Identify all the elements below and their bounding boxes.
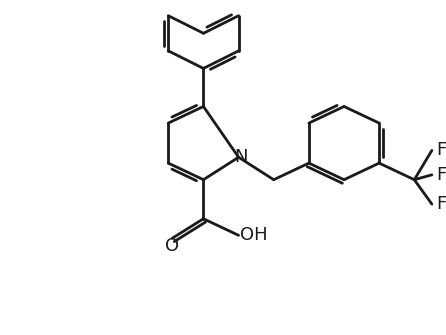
Text: F: F <box>437 141 446 159</box>
Text: N: N <box>234 148 247 166</box>
Text: OH: OH <box>240 226 268 244</box>
Text: O: O <box>165 237 179 255</box>
Text: F: F <box>437 195 446 213</box>
Text: F: F <box>437 166 446 184</box>
